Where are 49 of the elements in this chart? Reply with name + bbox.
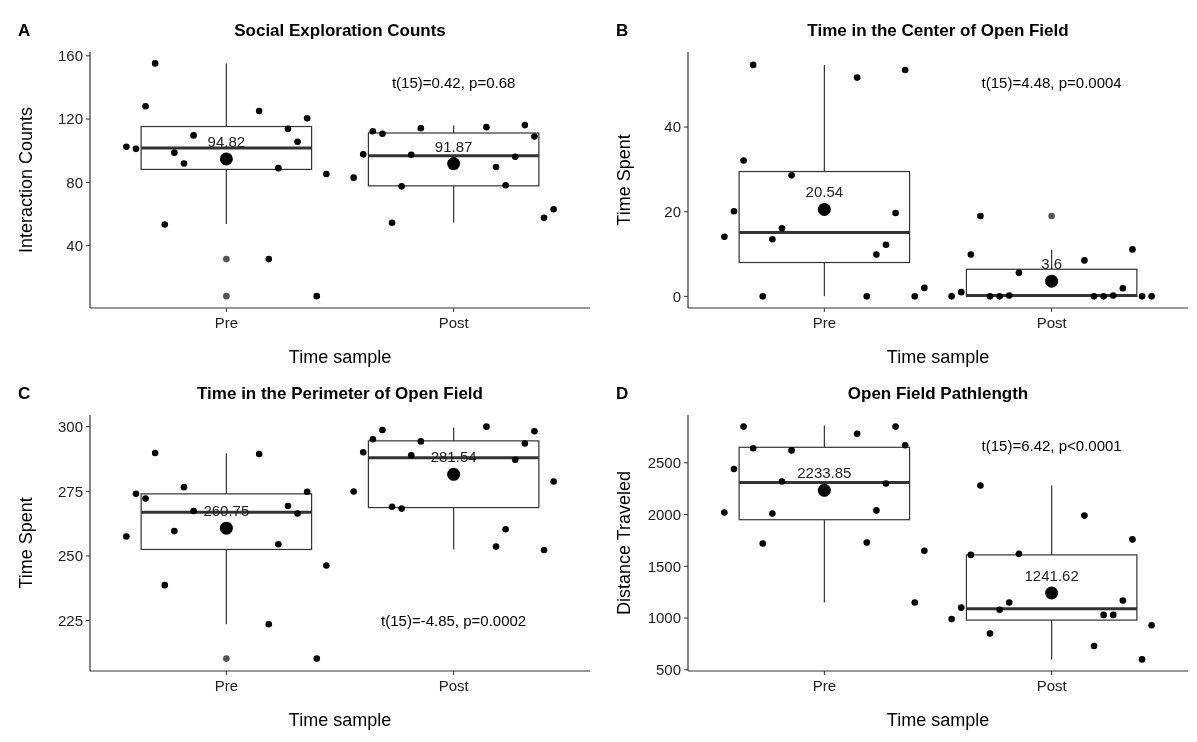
annotation: 2233.85 — [797, 464, 852, 482]
y-tick-label: 300 — [57, 417, 83, 435]
annotation: 20.54 — [805, 183, 844, 201]
y-tick-label: 40 — [66, 236, 83, 254]
y-tick-label: 80 — [66, 173, 83, 191]
chart-title: Open Field Pathlength — [847, 384, 1029, 403]
y-axis-title: Time Spent — [614, 134, 634, 226]
x-tick-label: Pre — [812, 677, 837, 694]
annotation: 91.87 — [434, 137, 473, 155]
x-tick-label: Post — [1036, 314, 1068, 331]
y-tick-label: 1500 — [647, 557, 681, 575]
chart-title: Time in the Center of Open Field — [807, 21, 1069, 40]
y-tick-label: 160 — [57, 47, 83, 65]
x-tick-label: Post — [438, 677, 470, 694]
text: C — [18, 384, 31, 403]
y-tick-label: 2500 — [647, 454, 681, 472]
x-axis-title: Time sample — [886, 710, 990, 730]
text: A — [18, 21, 31, 40]
chart-title: Social Exploration Counts — [234, 21, 446, 40]
y-tick-label: 40 — [664, 118, 681, 136]
y-tick-label: 275 — [57, 482, 83, 500]
y-tick-label: 2000 — [647, 505, 681, 523]
y-tick-label: 0 — [672, 287, 681, 305]
y-axis-title: Interaction Counts — [16, 106, 36, 254]
text: D — [616, 384, 629, 403]
annotation: 94.82 — [207, 132, 246, 150]
y-tick-label: 120 — [57, 110, 83, 128]
x-axis-title: Time sample — [886, 347, 990, 367]
y-axis-title: Distance Traveled — [614, 470, 634, 616]
y-tick-label: 500 — [655, 661, 681, 679]
annotation: t(15)=4.48, p=0.0004 — [981, 74, 1122, 91]
x-tick-label: Pre — [214, 677, 239, 694]
x-tick-label: Post — [1036, 677, 1068, 694]
y-tick-label: 225 — [57, 611, 83, 629]
annotation: 1241.62 — [1024, 567, 1079, 585]
annotation: t(15)=6.42, p<0.0001 — [981, 437, 1122, 454]
x-tick-label: Post — [438, 314, 470, 331]
y-axis-title: Time Spent — [16, 497, 36, 589]
x-tick-label: Pre — [812, 314, 837, 331]
y-tick-label: 20 — [664, 202, 681, 220]
chart-title: Time in the Perimeter of Open Field — [197, 384, 483, 403]
x-axis-title: Time sample — [288, 710, 392, 730]
text: B — [616, 21, 629, 40]
x-axis-title: Time sample — [288, 347, 392, 367]
annotation: t(15)=-4.85, p=0.0002 — [381, 612, 527, 629]
annotation: t(15)=0.42, p=0.68 — [391, 74, 516, 91]
x-tick-label: Pre — [214, 314, 239, 331]
y-tick-label: 1000 — [647, 609, 681, 627]
y-tick-label: 250 — [57, 547, 83, 565]
